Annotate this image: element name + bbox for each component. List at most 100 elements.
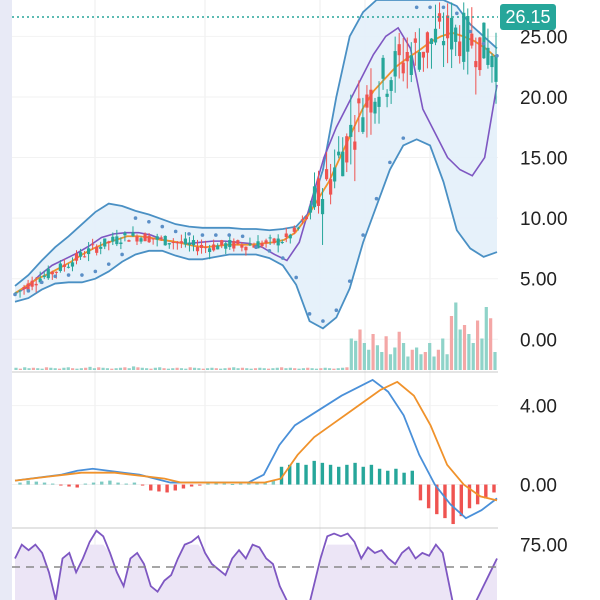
macd-hist-bar <box>83 483 88 485</box>
candle-body <box>341 151 345 177</box>
volume-bar <box>175 367 179 370</box>
volume-bar <box>301 368 305 370</box>
sar-dot <box>133 216 138 220</box>
candle-body <box>296 227 300 229</box>
volume-bar <box>423 352 427 370</box>
candle-body <box>220 240 224 246</box>
candle-body <box>486 47 490 65</box>
macd-axis-ticks: 4.00 0.00 <box>520 397 557 497</box>
candle-body <box>329 179 333 195</box>
macd-hist-bar <box>140 484 145 486</box>
price-panel: 25.00 20.00 15.00 10.00 5.00 0.00 26.15 <box>12 0 568 370</box>
candle <box>99 241 103 255</box>
volume-bar <box>393 347 397 370</box>
volume-bar <box>406 356 410 370</box>
candle-body <box>38 278 42 283</box>
rsi-tick-label: 75.00 <box>520 536 568 557</box>
sar-dot <box>267 249 272 253</box>
candle-body <box>385 93 389 97</box>
candle <box>296 226 300 231</box>
sar-dot <box>53 274 57 279</box>
bollinger-band-lines <box>14 0 498 330</box>
candle <box>264 238 268 248</box>
candle-body <box>208 248 212 252</box>
volume-bar <box>345 367 349 370</box>
volume-bar <box>188 367 192 370</box>
candle <box>417 28 421 72</box>
candle-body <box>199 244 204 248</box>
candle <box>454 24 458 57</box>
candle-body <box>99 246 103 249</box>
sar-dot <box>106 262 111 266</box>
sar-dot <box>147 219 151 224</box>
candle-body <box>195 246 200 252</box>
sar-dot <box>495 53 499 58</box>
candle-body <box>462 12 466 62</box>
volume-bar <box>249 368 253 370</box>
volume-bar <box>471 343 475 370</box>
macd-hist-bar <box>353 462 357 485</box>
macd-hist-bar <box>377 468 382 485</box>
volume-bar <box>245 368 249 370</box>
volume-bar <box>380 352 384 370</box>
candle-body <box>135 236 139 242</box>
sar-dot <box>280 256 285 260</box>
sar-dot <box>428 5 432 10</box>
volume-bar <box>271 368 275 370</box>
volume-bar <box>84 367 88 370</box>
macd-hist-bar <box>386 470 390 485</box>
candle-body <box>232 240 236 249</box>
macd-hist-bar <box>108 480 112 485</box>
candle <box>316 170 321 214</box>
candle <box>429 38 434 69</box>
candle <box>18 289 22 298</box>
macd-hist-bar <box>443 484 447 519</box>
sar-dot <box>13 292 17 297</box>
candle-body <box>155 236 159 240</box>
volume-bar <box>432 356 436 370</box>
candle <box>232 238 236 252</box>
candle-body <box>183 238 188 245</box>
macd-tick-label: 4.00 <box>520 397 557 418</box>
sar-dot <box>26 289 31 293</box>
macd-panel: 4.00 0.00 <box>14 378 557 525</box>
volume-bar <box>223 368 227 370</box>
sar-dot <box>468 29 473 34</box>
candle <box>103 238 107 250</box>
candle <box>425 31 430 69</box>
candle-body <box>300 219 304 221</box>
candle <box>333 149 337 189</box>
rsi-line <box>14 529 498 600</box>
volume-bar <box>127 368 131 370</box>
candle <box>405 37 409 89</box>
sar-dot <box>39 280 44 285</box>
candle <box>119 237 123 250</box>
candle <box>171 238 175 250</box>
candle-body <box>320 199 325 215</box>
volume-bar <box>275 367 279 370</box>
candle-body <box>369 89 373 113</box>
candle-body <box>458 41 462 57</box>
volume-bar <box>14 367 18 370</box>
volume-bar <box>323 367 327 370</box>
macd-hist-bar <box>418 484 423 501</box>
volume-bar <box>214 368 218 370</box>
candle <box>82 250 87 258</box>
candle-body <box>18 290 22 292</box>
macd-hist-bar <box>287 464 292 485</box>
parabolic-sar-dots <box>13 5 499 323</box>
candle <box>212 239 216 252</box>
macd-hist-bar <box>100 481 104 485</box>
candle <box>95 244 99 256</box>
candle <box>115 229 119 247</box>
candle-body <box>405 51 409 62</box>
rsi-fill <box>15 544 497 600</box>
volume-bar <box>462 325 467 370</box>
volume-bar <box>227 367 231 370</box>
candle-body <box>244 246 248 251</box>
candle <box>42 270 46 280</box>
macd-hist-bar <box>369 464 374 485</box>
candle-body <box>490 55 494 68</box>
sar-dot <box>160 224 165 229</box>
candle <box>486 28 490 69</box>
